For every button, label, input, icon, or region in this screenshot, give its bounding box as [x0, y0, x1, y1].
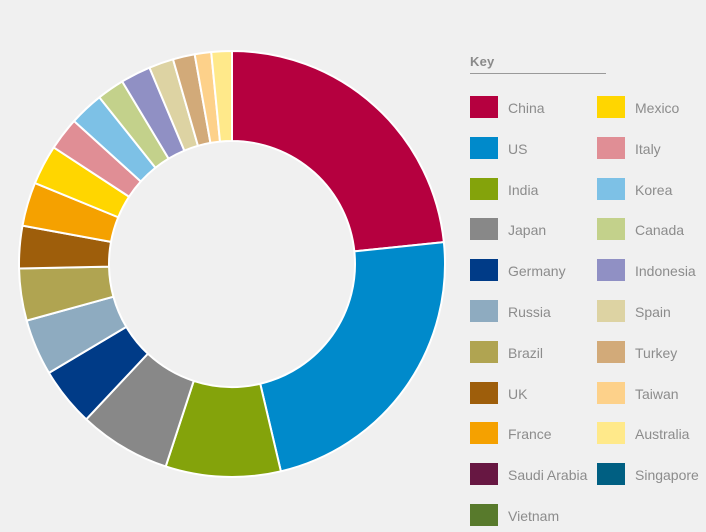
legend-label: Saudi Arabia: [508, 467, 588, 484]
legend-label: Japan: [508, 222, 547, 239]
legend-divider: [470, 73, 606, 74]
slice-australia: [210, 50, 233, 143]
legend-label: France: [508, 426, 552, 443]
legend-swatch: [470, 136, 498, 159]
legend-swatch: [597, 177, 625, 200]
legend-label: Brazil: [508, 344, 544, 361]
legend-label: Australia: [635, 426, 690, 443]
legend-swatch: [470, 381, 498, 404]
legend-label: China: [508, 100, 545, 116]
legend-swatch: [597, 136, 625, 159]
legend: China US India Japan Germany Russia Brazil UK Fr…: [470, 96, 706, 532]
legend-swatch: [597, 300, 625, 322]
legend-swatch: [470, 422, 498, 445]
donut-slices: [18, 50, 446, 478]
legend-swatch: [470, 300, 498, 322]
legend-label: Singapore: [635, 467, 699, 484]
legend-label: India: [508, 181, 539, 198]
legend-label: Germany: [508, 263, 566, 280]
legend-swatch: [470, 259, 498, 282]
legend-swatch: [470, 463, 498, 486]
legend-title: Key: [470, 54, 495, 69]
slice-china: [231, 50, 445, 253]
legend-swatch: [470, 96, 498, 118]
legend-swatch: [597, 96, 625, 118]
slice-us: [259, 241, 446, 473]
legend-swatch: [597, 463, 625, 486]
legend-label: Indonesia: [635, 263, 696, 280]
legend-swatch: [597, 340, 625, 363]
legend-swatch: [470, 218, 498, 241]
legend-swatch: [470, 504, 498, 526]
legend-swatch: [597, 259, 625, 282]
legend-label: UK: [508, 385, 528, 402]
legend-swatch: [597, 381, 625, 404]
legend-label: Russia: [508, 304, 551, 320]
legend-swatch: [470, 340, 498, 363]
legend-label: Canada: [635, 222, 685, 239]
legend-label: Taiwan: [635, 385, 679, 402]
legend-label: Turkey: [635, 344, 678, 361]
legend-label: Italy: [635, 140, 661, 157]
legend-label: Korea: [635, 181, 673, 198]
legend-label: Vietnam: [508, 508, 560, 524]
legend-label: US: [508, 140, 528, 157]
legend-swatch: [470, 177, 498, 200]
legend-label: Spain: [635, 304, 671, 320]
legend-swatch: [597, 422, 625, 445]
legend-swatch: [597, 218, 625, 241]
legend-label: Mexico: [635, 100, 680, 116]
